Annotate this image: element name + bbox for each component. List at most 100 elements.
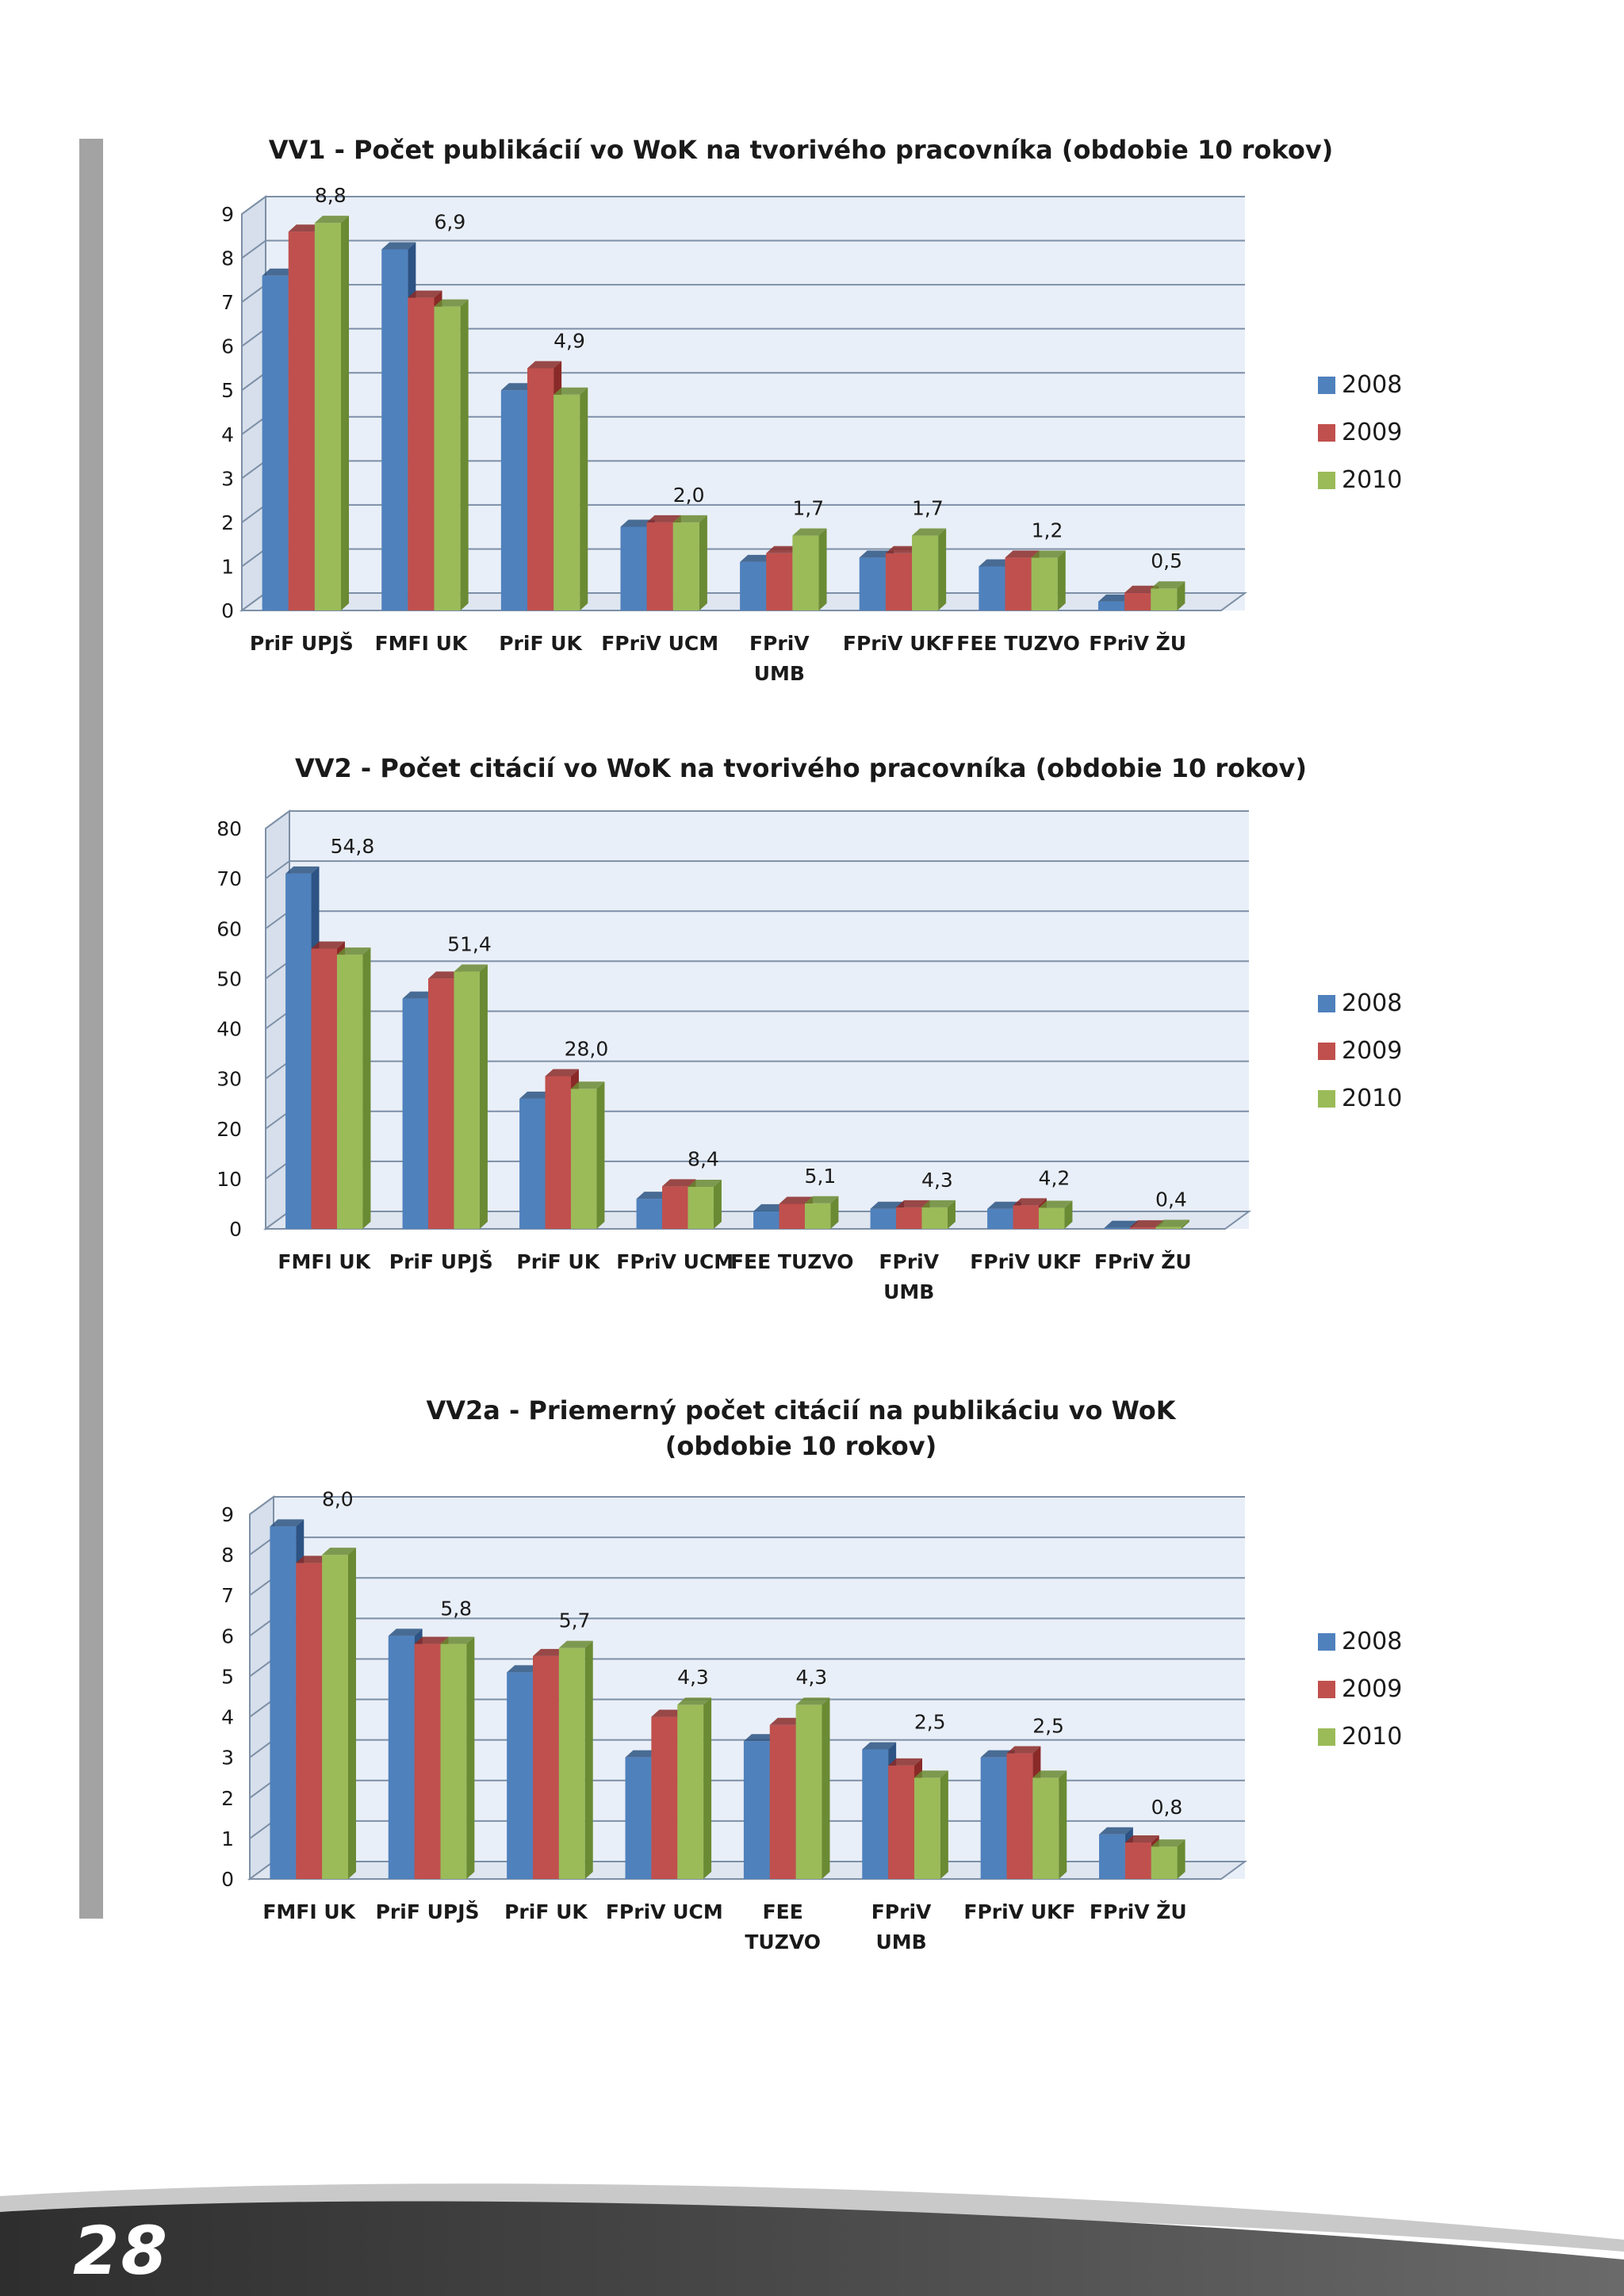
category-label: PriF UK bbox=[504, 1900, 588, 1923]
bar-top bbox=[1151, 581, 1185, 589]
bar-side bbox=[479, 964, 488, 1229]
gridline-side bbox=[241, 548, 266, 568]
bar bbox=[527, 368, 554, 610]
y-tick-label: 5 bbox=[221, 379, 234, 402]
gridline-side bbox=[249, 1820, 274, 1839]
data-label: 1,7 bbox=[792, 497, 824, 520]
bar bbox=[288, 232, 315, 610]
bar-top bbox=[519, 1091, 553, 1099]
category-label: FEE bbox=[763, 1900, 803, 1923]
data-label: 8,0 bbox=[322, 1487, 354, 1510]
gridline-side bbox=[241, 284, 266, 303]
chart-vv1: VV1 - Počet publikácií vo WoK na tvorivé… bbox=[221, 135, 1402, 685]
y-tick-label: 10 bbox=[216, 1168, 242, 1191]
bar-top bbox=[440, 1636, 475, 1644]
y-tick-label: 9 bbox=[221, 203, 234, 226]
bar-top bbox=[753, 1203, 787, 1211]
bar-side bbox=[460, 299, 469, 610]
gridline-side bbox=[265, 960, 290, 980]
bar bbox=[1151, 1846, 1178, 1879]
bar-top bbox=[859, 550, 894, 558]
bar bbox=[296, 1563, 323, 1879]
data-label: 4,3 bbox=[677, 1666, 709, 1689]
bar bbox=[545, 1076, 571, 1229]
data-label: 0,8 bbox=[1151, 1796, 1183, 1819]
bar-top bbox=[336, 947, 371, 955]
bar bbox=[921, 1207, 948, 1229]
bar-top bbox=[381, 242, 416, 250]
bar-side bbox=[703, 1697, 712, 1879]
bar-top bbox=[434, 299, 469, 307]
bar-top bbox=[322, 1548, 356, 1556]
bar-top bbox=[1124, 585, 1159, 593]
bar bbox=[792, 535, 819, 610]
y-tick-label: 0 bbox=[229, 1218, 242, 1241]
bar-top bbox=[769, 1717, 804, 1725]
gridline-side bbox=[241, 504, 266, 523]
bar-side bbox=[362, 947, 371, 1229]
bar bbox=[753, 1211, 779, 1229]
bar bbox=[979, 566, 1005, 610]
chart-title: (obdobie 10 rokov) bbox=[665, 1431, 936, 1461]
bar bbox=[743, 1741, 770, 1879]
data-label: 4,3 bbox=[795, 1666, 827, 1689]
bar-side bbox=[1064, 1200, 1073, 1229]
category-label: FPriV ŽU bbox=[1089, 632, 1186, 655]
bar bbox=[914, 1777, 940, 1879]
legend-label: 2010 bbox=[1342, 1085, 1402, 1112]
category-label: PriF UPJŠ bbox=[376, 1900, 480, 1923]
bar bbox=[414, 1644, 441, 1879]
bar-top bbox=[870, 1201, 905, 1209]
bar bbox=[1151, 588, 1178, 610]
y-tick-label: 1 bbox=[221, 555, 234, 578]
bar bbox=[795, 1705, 822, 1879]
category-label: PriF UK bbox=[516, 1250, 600, 1273]
bar-top bbox=[636, 1192, 671, 1200]
bar-top bbox=[688, 1179, 722, 1187]
legend-swatch bbox=[1318, 424, 1335, 442]
gridline-side bbox=[265, 1010, 290, 1030]
y-tick-label: 9 bbox=[221, 1503, 234, 1526]
legend-swatch bbox=[1318, 472, 1335, 489]
bar-top bbox=[570, 1081, 605, 1089]
category-label: FPriV ŽU bbox=[1090, 1900, 1187, 1923]
bar-side bbox=[596, 1081, 605, 1229]
data-label: 0,5 bbox=[1151, 549, 1182, 572]
bar-side bbox=[938, 528, 947, 610]
bar bbox=[646, 522, 673, 610]
bar-top bbox=[804, 1196, 839, 1203]
legend-swatch bbox=[1318, 1633, 1335, 1651]
category-label: FPriV UCM bbox=[601, 632, 718, 655]
data-label: 6,9 bbox=[435, 210, 466, 233]
bar bbox=[454, 971, 480, 1229]
bar-top bbox=[314, 216, 350, 224]
bar-side bbox=[822, 1697, 830, 1879]
bar bbox=[896, 1207, 922, 1229]
bar-side bbox=[466, 1636, 475, 1879]
bar-side bbox=[1181, 1219, 1189, 1229]
bar bbox=[408, 297, 435, 610]
bar bbox=[688, 1186, 714, 1229]
category-label: UMB bbox=[875, 1931, 926, 1954]
bar-top bbox=[1006, 1746, 1041, 1754]
category-label: FPriV UCM bbox=[606, 1900, 723, 1923]
bar-top bbox=[558, 1640, 593, 1648]
y-tick-label: 1 bbox=[221, 1827, 234, 1850]
bar-top bbox=[1097, 594, 1133, 602]
bar bbox=[651, 1716, 678, 1879]
bar-top bbox=[980, 1750, 1015, 1758]
bar-top bbox=[296, 1556, 331, 1563]
bar bbox=[620, 526, 647, 610]
bar-side bbox=[1177, 581, 1185, 610]
bar-side bbox=[347, 1548, 356, 1879]
category-label: TUZVO bbox=[745, 1931, 821, 1954]
y-tick-label: 50 bbox=[216, 967, 242, 990]
bar bbox=[1130, 1227, 1156, 1229]
data-label: 8,8 bbox=[315, 184, 347, 207]
footer-swoosh bbox=[0, 2183, 1624, 2296]
bar-top bbox=[500, 383, 535, 391]
bar bbox=[558, 1647, 585, 1879]
bar bbox=[285, 873, 312, 1229]
bar-top bbox=[914, 1770, 948, 1778]
bar bbox=[625, 1757, 652, 1879]
